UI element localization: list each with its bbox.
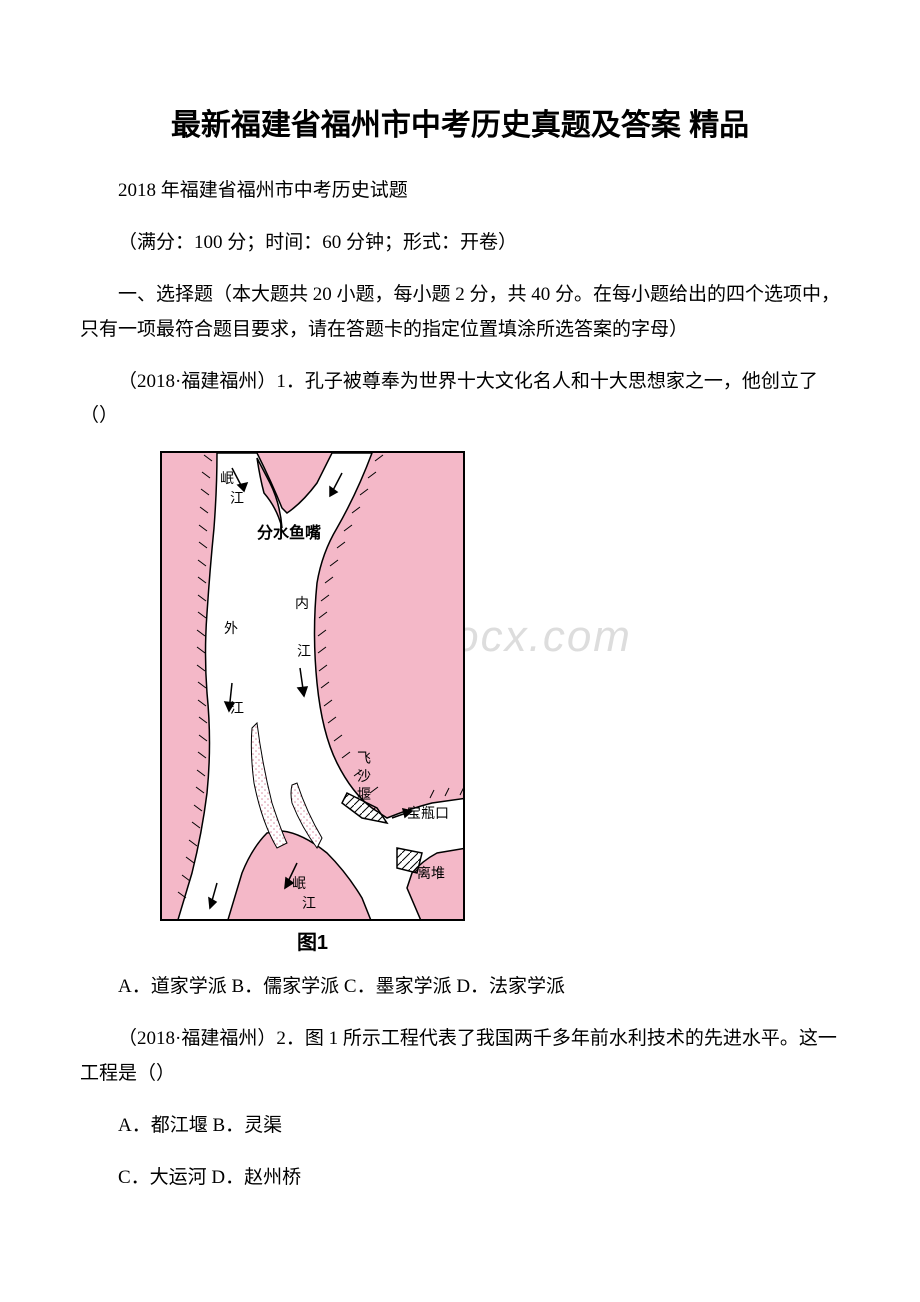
label-lidui: 离堆 bbox=[417, 865, 445, 881]
label-sha: 沙 bbox=[357, 768, 371, 784]
question-2-options-line1: A．都江堰 B．灵渠 bbox=[80, 1109, 840, 1143]
label-fenshui: 分水鱼嘴 bbox=[257, 523, 321, 542]
label-yan: 堰 bbox=[357, 786, 371, 802]
question-2-options-line2: C．大运河 D．赵州桥 bbox=[80, 1161, 840, 1195]
question-1: （2018·福建福州）1．孔子被尊奉为世界十大文化名人和十大思想家之一，他创立了… bbox=[80, 365, 840, 433]
label-wai: 外 bbox=[224, 620, 238, 636]
subtitle: 2018 年福建省福州市中考历史试题 bbox=[80, 174, 840, 208]
document-title: 最新福建省福州市中考历史真题及答案 精品 bbox=[80, 100, 840, 144]
figure-caption: 图1 bbox=[160, 926, 465, 955]
label-min2: 岷 bbox=[292, 875, 306, 891]
label-baopingkou: 宝瓶口 bbox=[407, 805, 449, 821]
section-header: 一、选择题（本大题共 20 小题，每小题 2 分，共 40 分。在每小题给出的四… bbox=[80, 278, 840, 346]
label-jiang3: 江 bbox=[302, 895, 316, 911]
question-1-options: A．道家学派 B．儒家学派 C．墨家学派 D．法家学派 bbox=[80, 970, 840, 1004]
label-minjiang-top2: 江 bbox=[230, 490, 244, 506]
exam-info: （满分：100 分；时间：60 分钟；形式：开卷） bbox=[80, 226, 840, 260]
label-jiang2: 江 bbox=[297, 643, 311, 659]
dujiangyan-diagram: 岷 江 分水鱼嘴 外 江 内 江 飞 沙 堰 宝瓶口 离堆 岷 江 bbox=[160, 451, 465, 921]
question-2: （2018·福建福州）2．图 1 所示工程代表了我国两千多年前水利技术的先进水平… bbox=[80, 1022, 840, 1090]
label-jiang1: 江 bbox=[230, 700, 244, 716]
label-fei: 飞 bbox=[357, 750, 371, 766]
label-nei: 内 bbox=[295, 595, 309, 611]
label-minjiang-top: 岷 bbox=[220, 470, 234, 486]
figure-1-container: 岷 江 分水鱼嘴 外 江 内 江 飞 沙 堰 宝瓶口 离堆 岷 江 图1 bbox=[160, 451, 840, 955]
